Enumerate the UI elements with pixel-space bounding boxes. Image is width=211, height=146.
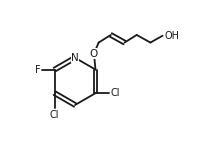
Text: O: O	[90, 49, 98, 59]
Text: Cl: Cl	[50, 110, 59, 120]
Text: OH: OH	[165, 31, 180, 41]
Text: Cl: Cl	[111, 88, 120, 98]
Text: F: F	[35, 65, 41, 75]
Text: N: N	[71, 53, 79, 63]
